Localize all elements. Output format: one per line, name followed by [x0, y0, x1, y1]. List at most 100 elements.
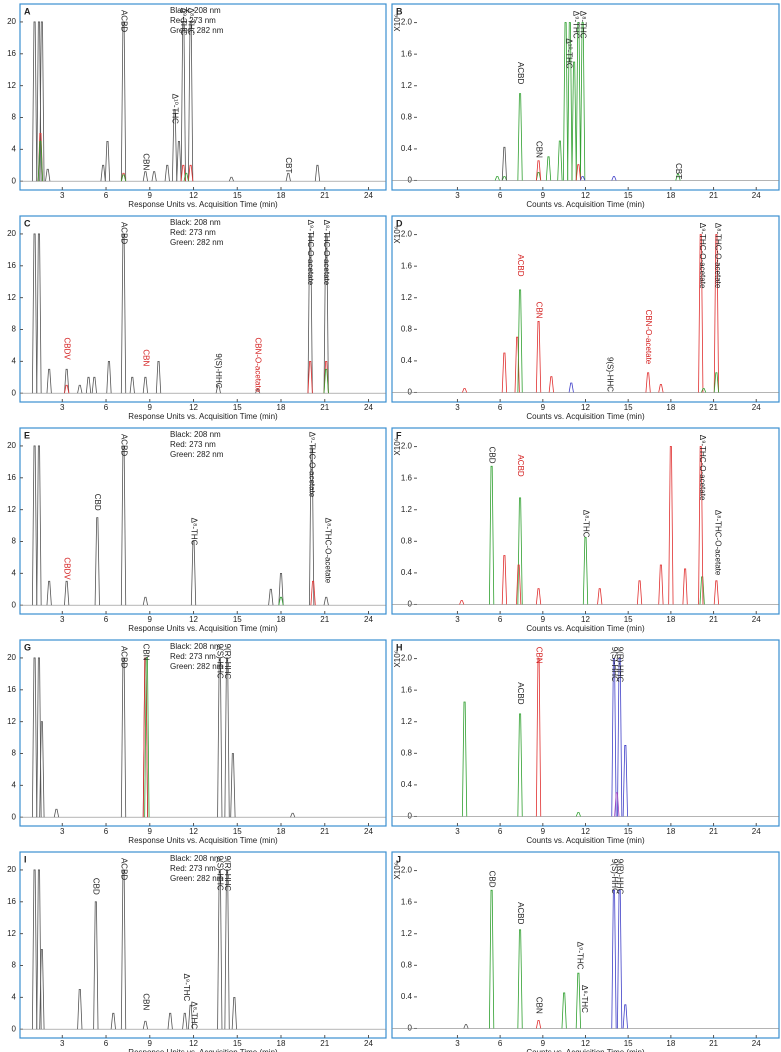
- y-tick-label: 1.6: [401, 685, 413, 694]
- peak: [53, 808, 60, 818]
- y-tick-label: 0: [12, 388, 17, 397]
- x-axis-label: Counts vs. Acquisition Time (min): [526, 200, 645, 209]
- panel-frame: [19, 3, 387, 191]
- x-tick-label: 3: [455, 403, 460, 412]
- y-tick-label: 0.8: [401, 112, 413, 121]
- peak: [575, 812, 581, 817]
- x-tick-label: 21: [320, 615, 329, 624]
- peak: [658, 564, 664, 605]
- x-tick-label: 15: [233, 827, 242, 836]
- peak-annotation: Δ⁹-THC: [182, 973, 191, 1001]
- panel-frame: [19, 639, 387, 827]
- legend-text: Red: 273 nm: [170, 652, 216, 661]
- x-tick-label: 21: [709, 827, 718, 836]
- y-tick-label: 2.0: [401, 654, 413, 663]
- y-tick-label: 16: [7, 473, 16, 482]
- peak-annotation: Δ⁹-THC: [179, 8, 188, 36]
- peak-annotation: 9(R)-HHC: [223, 856, 232, 892]
- y-tick-label: 1.6: [401, 473, 413, 482]
- peak: [278, 596, 284, 606]
- x-tick-label: 12: [581, 191, 590, 200]
- x-tick-label: 15: [624, 191, 633, 200]
- x-tick-label: 21: [320, 827, 329, 836]
- peak: [567, 22, 573, 181]
- peak-annotation: 9(S)-HHC: [606, 357, 615, 392]
- peak: [545, 156, 552, 181]
- peak-annotation: Δ⁸-THC: [581, 510, 590, 538]
- peak: [142, 376, 148, 394]
- y-tick-label: 12: [7, 81, 16, 90]
- peak: [488, 465, 495, 605]
- x-tick-label: 12: [581, 1039, 590, 1048]
- x-tick-label: 3: [60, 403, 65, 412]
- y-unit: X10⁶: [393, 14, 402, 32]
- x-axis-label: Counts vs. Acquisition Time (min): [526, 836, 645, 845]
- x-tick-label: 9: [541, 403, 546, 412]
- peak: [155, 360, 162, 394]
- y-tick-label: 0.4: [401, 144, 413, 153]
- peak: [517, 497, 523, 605]
- peak-annotation: CBN: [141, 153, 150, 170]
- peak-annotation: ACBD: [516, 454, 525, 476]
- legend-text: Red: 273 nm: [170, 864, 216, 873]
- peak: [562, 22, 569, 181]
- peak: [535, 321, 542, 393]
- y-tick-label: 16: [7, 685, 16, 694]
- y-tick-label: 2.0: [401, 230, 413, 239]
- peak-annotation: Δ⁹-THC-O-acetate: [698, 435, 707, 501]
- peak: [94, 517, 100, 606]
- y-tick-label: 2.0: [401, 442, 413, 451]
- peak: [698, 446, 704, 605]
- x-tick-label: 6: [104, 191, 109, 200]
- x-tick-label: 18: [666, 1039, 675, 1048]
- peak: [120, 657, 127, 818]
- x-tick-label: 3: [60, 615, 65, 624]
- peak: [39, 949, 45, 1030]
- x-tick-label: 18: [277, 615, 286, 624]
- y-tick-label: 4: [12, 144, 17, 153]
- x-tick-label: 3: [455, 615, 460, 624]
- plot-area: [392, 22, 779, 181]
- peak: [713, 580, 719, 605]
- peak-annotation: Δ⁸-THC: [189, 1001, 198, 1029]
- peak: [77, 988, 83, 1030]
- y-unit: X10⁶: [393, 650, 402, 668]
- peak: [46, 580, 52, 606]
- peak: [93, 901, 99, 1030]
- peak: [120, 174, 127, 182]
- x-tick-label: 12: [581, 403, 590, 412]
- x-tick-label: 9: [541, 615, 546, 624]
- plot-area: [392, 446, 779, 605]
- peak-annotation: ACBD: [516, 682, 525, 704]
- y-unit: X10⁶: [393, 438, 402, 456]
- x-tick-label: 18: [666, 827, 675, 836]
- peak: [64, 580, 70, 606]
- x-tick-label: 21: [709, 191, 718, 200]
- peak: [488, 889, 495, 1029]
- peak: [31, 21, 38, 182]
- peak: [215, 384, 221, 394]
- plot-area: [20, 233, 386, 394]
- peak-annotation: Δ⁸-THC-O-acetate: [324, 518, 333, 584]
- x-tick-label: 24: [364, 615, 373, 624]
- peak: [36, 445, 42, 606]
- peak: [231, 996, 237, 1030]
- panel: I 0 4 8 12 16 20 3 6 9 12 15 18 21 24 Response Units vs…: [7, 851, 387, 1052]
- peak: [575, 972, 581, 1029]
- plot-area: [392, 234, 779, 393]
- peak: [501, 352, 508, 393]
- x-tick-label: 18: [277, 403, 286, 412]
- peak: [110, 1012, 116, 1030]
- peak: [39, 721, 45, 818]
- peak: [494, 176, 500, 181]
- y-tick-label: 20: [7, 653, 16, 662]
- peak: [142, 1020, 148, 1030]
- x-tick-label: 6: [104, 827, 109, 836]
- x-tick-label: 6: [498, 615, 503, 624]
- peak: [228, 176, 235, 182]
- peak: [582, 536, 589, 605]
- panel: A 0 4 8 12 16 20 3 6 9 12 15 18 21 24 Response Units vs…: [7, 3, 387, 209]
- x-tick-label: 18: [277, 191, 286, 200]
- y-tick-label: 0: [12, 176, 17, 185]
